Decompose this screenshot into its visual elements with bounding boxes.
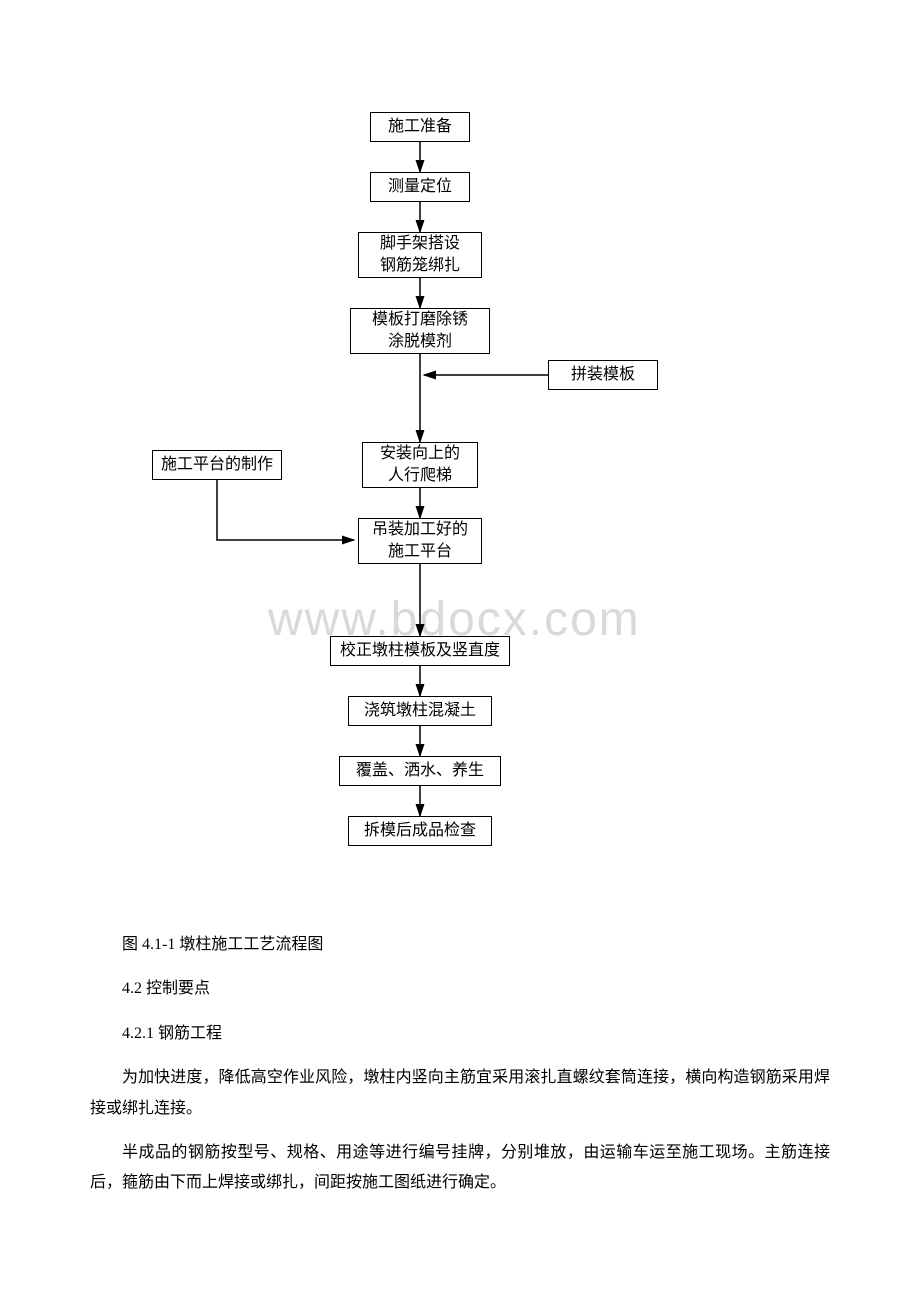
node-assemble-formwork: 拼装模板 <box>548 360 658 390</box>
node-inspect: 拆模后成品检查 <box>348 816 492 846</box>
document-text: 图 4.1-1 墩柱施工工艺流程图 4.2 控制要点 4.2.1 钢筋工程 为加… <box>0 930 920 1273</box>
node-label: 涂脱模剂 <box>388 331 452 353</box>
node-label: 拼装模板 <box>571 364 635 386</box>
node-label: 施工准备 <box>388 116 452 138</box>
flowchart-container: www.bdocx.com 施工准备 测量定位 <box>0 0 920 900</box>
node-label: 人行爬梯 <box>388 465 452 487</box>
node-label: 施工平台的制作 <box>161 454 273 476</box>
paragraph: 半成品的钢筋按型号、规格、用途等进行编号挂牌，分别堆放，由运输车运至施工现场。主… <box>90 1138 830 1199</box>
node-label: 覆盖、洒水、养生 <box>356 760 484 782</box>
node-label: 安装向上的 <box>380 443 460 465</box>
node-label: 脚手架搭设 <box>380 233 460 255</box>
node-formwork-prep: 模板打磨除锈 涂脱模剂 <box>350 308 490 354</box>
node-label: 施工平台 <box>388 541 452 563</box>
section-heading: 4.2 控制要点 <box>90 974 830 1004</box>
node-align-formwork: 校正墩柱模板及竖直度 <box>330 636 510 666</box>
node-label: 吊装加工好的 <box>372 519 468 541</box>
node-label: 浇筑墩柱混凝土 <box>364 700 476 722</box>
node-platform-fab: 施工平台的制作 <box>152 450 282 480</box>
paragraph: 为加快进度，降低高空作业风险，墩柱内竖向主筋宜采用滚扎直螺纹套筒连接，横向构造钢… <box>90 1063 830 1124</box>
node-pour-concrete: 浇筑墩柱混凝土 <box>348 696 492 726</box>
figure-caption: 图 4.1-1 墩柱施工工艺流程图 <box>90 930 830 960</box>
node-curing: 覆盖、洒水、养生 <box>339 756 501 786</box>
node-survey: 测量定位 <box>370 172 470 202</box>
node-label: 测量定位 <box>388 176 452 198</box>
node-label: 模板打磨除锈 <box>372 309 468 331</box>
node-label: 校正墩柱模板及竖直度 <box>340 640 500 662</box>
node-install-ladder: 安装向上的 人行爬梯 <box>362 442 478 488</box>
subsection-heading: 4.2.1 钢筋工程 <box>90 1019 830 1049</box>
node-prep: 施工准备 <box>370 112 470 142</box>
node-scaffold-rebar: 脚手架搭设 钢筋笼绑扎 <box>358 232 482 278</box>
node-label: 钢筋笼绑扎 <box>380 255 460 277</box>
node-label: 拆模后成品检查 <box>364 820 476 842</box>
node-hoist-platform: 吊装加工好的 施工平台 <box>358 518 482 564</box>
